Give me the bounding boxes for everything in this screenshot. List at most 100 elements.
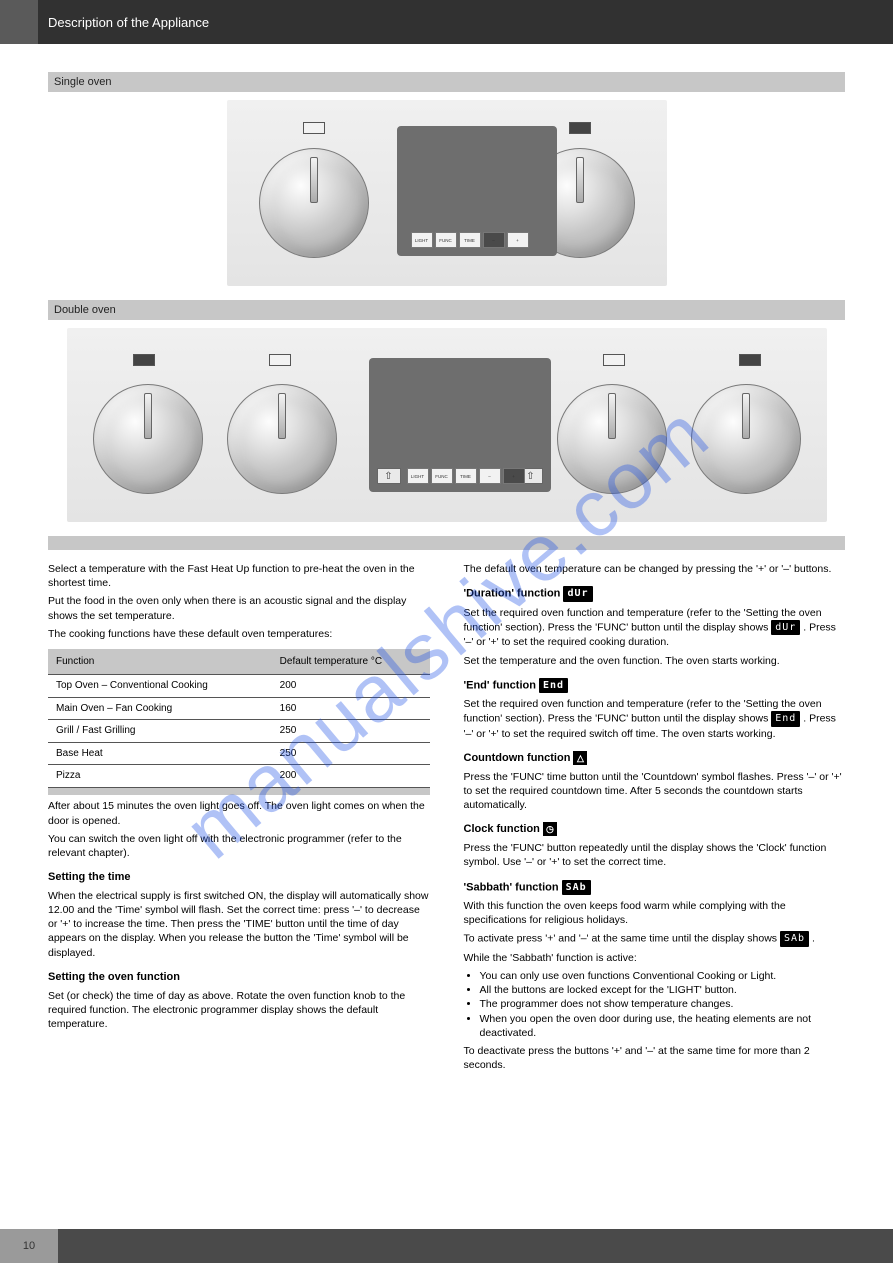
r1c0: Main Oven – Fan Cooking [48, 697, 272, 720]
led-d4 [739, 354, 761, 366]
led-d2 [269, 354, 291, 366]
right-r1: The default oven temperature can be chan… [464, 562, 846, 576]
seg-dur-2: dUr [771, 620, 800, 636]
knob-d1[interactable] [93, 384, 203, 494]
panel-single-wrap: LIGHT FUNC TIME – + [48, 92, 845, 300]
header-tab [0, 0, 38, 44]
h-clock-text: Clock function [464, 823, 540, 835]
btn-plus-d[interactable]: + [503, 468, 525, 484]
r3c0: Base Heat [48, 742, 272, 765]
content: Single oven LIGHT FUNC TIME – + Double o… [0, 44, 893, 1076]
h-dur-text: 'Duration' function [464, 588, 561, 600]
h-end: 'End' function End [464, 678, 846, 694]
r2a: Set the required oven function and tempe… [464, 607, 822, 634]
r7: To deactivate press the buttons '+' and … [464, 1044, 846, 1072]
led-left [303, 122, 325, 134]
seg-sab: SAb [562, 880, 591, 896]
r5: Press the 'FUNC' button repeatedly until… [464, 841, 846, 869]
btn-light-d[interactable]: LIGHT [407, 468, 429, 484]
col-right: The default oven temperature can be chan… [464, 558, 846, 1076]
r4c1: 200 [272, 765, 430, 788]
th-func: Function [48, 649, 272, 675]
page-footer: 10 [0, 1229, 893, 1263]
caption-double: Double oven [48, 300, 845, 320]
h-clock: Clock function ◷ [464, 822, 846, 837]
page-header: Description of the Appliance [0, 0, 893, 44]
temp-table: Function Default temperature °C Top Oven… [48, 649, 430, 796]
panel-double: ⇧ ⇧ LIGHT FUNC TIME – + [67, 328, 827, 522]
th-temp: Default temperature °C [272, 649, 430, 675]
sab-list: You can only use oven functions Conventi… [464, 969, 846, 1040]
btn-plus[interactable]: + [507, 232, 529, 248]
button-row-double: LIGHT FUNC TIME – + [407, 468, 525, 484]
sab-li-1: All the buttons are locked except for th… [480, 983, 846, 997]
h-dur: 'Duration' function dUr [464, 586, 846, 602]
knob-d4[interactable] [691, 384, 801, 494]
seg-end: End [539, 678, 568, 694]
panel-double-wrap: ⇧ ⇧ LIGHT FUNC TIME – + [48, 320, 845, 536]
sab-li-3: When you open the oven door during use, … [480, 1012, 846, 1040]
table-title: The cooking functions have these default… [48, 627, 430, 641]
r6c: . [812, 933, 815, 945]
left-intro: Select a temperature with the Fast Heat … [48, 562, 430, 590]
button-row-single: LIGHT FUNC TIME – + [411, 232, 529, 248]
r1c1: 160 [272, 697, 430, 720]
btn-func[interactable]: FUNC [435, 232, 457, 248]
led-d3 [603, 354, 625, 366]
panel-single: LIGHT FUNC TIME – + [227, 100, 667, 286]
r2: Set the required oven function and tempe… [464, 606, 846, 650]
r3c1: 250 [272, 742, 430, 765]
sab-li-2: The programmer does not show temperature… [480, 997, 846, 1011]
r4c0: Pizza [48, 765, 272, 788]
seg-sab-2: SAb [780, 931, 809, 947]
h-sab-text: 'Sabbath' function [464, 881, 559, 893]
btn-minus-d[interactable]: – [479, 468, 501, 484]
r6a: With this function the oven keeps food w… [464, 899, 846, 927]
h-setfunc: Setting the oven function [48, 970, 430, 985]
col-left: Select a temperature with the Fast Heat … [48, 558, 430, 1076]
seg-end-2: End [771, 711, 800, 727]
r0c0: Top Oven – Conventional Cooking [48, 675, 272, 698]
r2c1: 250 [272, 720, 430, 743]
left-p3: You can switch the oven light off with t… [48, 832, 430, 860]
btn-minus[interactable]: – [483, 232, 505, 248]
table-end [48, 787, 430, 795]
body-columns: Select a temperature with the Fast Heat … [48, 558, 845, 1076]
left-p2: After about 15 minutes the oven light go… [48, 799, 430, 827]
h-sab: 'Sabbath' function SAb [464, 880, 846, 896]
btn-func-d[interactable]: FUNC [431, 468, 453, 484]
btn-time[interactable]: TIME [459, 232, 481, 248]
btn-light[interactable]: LIGHT [411, 232, 433, 248]
r4: Press the 'FUNC' time button until the '… [464, 770, 846, 813]
r2c0: Grill / Fast Grilling [48, 720, 272, 743]
left-b1: When the electrical supply is first swit… [48, 889, 430, 960]
r6d: While the 'Sabbath' function is active: [464, 951, 846, 965]
led-right [569, 122, 591, 134]
left-note: Put the food in the oven only when there… [48, 594, 430, 622]
knob-d3[interactable] [557, 384, 667, 494]
r6b: To activate press '+' and '–' at the sam… [464, 933, 778, 945]
r6b-line: To activate press '+' and '–' at the sam… [464, 931, 846, 947]
clock-icon: ◷ [543, 822, 557, 836]
bell-icon: △ [573, 751, 587, 765]
divider-bar [48, 536, 845, 550]
h-cd-text: Countdown function [464, 752, 571, 764]
knob-d2[interactable] [227, 384, 337, 494]
r2c: Set the temperature and the oven functio… [464, 654, 846, 668]
header-title: Description of the Appliance [48, 15, 209, 30]
left-b2: Set (or check) the time of day as above.… [48, 989, 430, 1032]
h-settime: Setting the time [48, 870, 430, 885]
r3a: Set the required oven function and tempe… [464, 698, 822, 725]
led-d1 [133, 354, 155, 366]
arrow-up-left[interactable]: ⇧ [377, 468, 401, 484]
h-countdown: Countdown function △ [464, 751, 846, 766]
sab-li-0: You can only use oven functions Conventi… [480, 969, 846, 983]
seg-dur: dUr [563, 586, 592, 602]
r0c1: 200 [272, 675, 430, 698]
r3: Set the required oven function and tempe… [464, 697, 846, 741]
h-end-text: 'End' function [464, 679, 536, 691]
btn-time-d[interactable]: TIME [455, 468, 477, 484]
footer-page: 10 [0, 1229, 58, 1263]
caption-single: Single oven [48, 72, 845, 92]
knob-left[interactable] [259, 148, 369, 258]
